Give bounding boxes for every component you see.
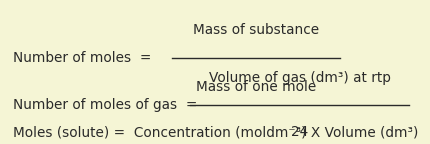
Text: Mass of substance: Mass of substance xyxy=(193,22,319,37)
Text: Mass of one mole: Mass of one mole xyxy=(196,80,316,94)
Text: Number of moles of gas  =: Number of moles of gas = xyxy=(13,98,197,112)
Text: Number of moles  =: Number of moles = xyxy=(13,51,151,65)
Text: 24: 24 xyxy=(290,125,307,140)
Text: Volume of gas (dm³) at rtp: Volume of gas (dm³) at rtp xyxy=(208,71,390,85)
Text: Moles (solute) =  Concentration (moldm⁻³) X Volume (dm³): Moles (solute) = Concentration (moldm⁻³)… xyxy=(13,126,418,140)
